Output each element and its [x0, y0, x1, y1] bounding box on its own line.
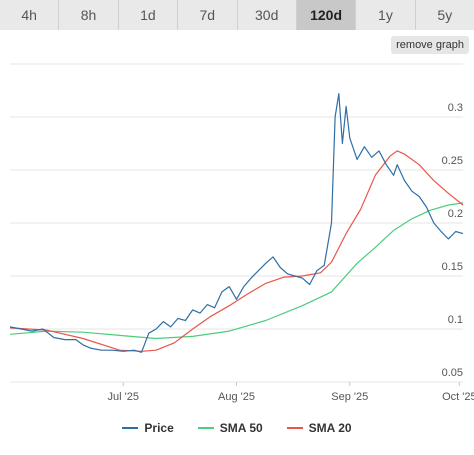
legend-item-price[interactable]: Price [122, 421, 174, 435]
legend-swatch-sma20 [286, 427, 303, 429]
tab-7d[interactable]: 7d [178, 0, 238, 30]
legend-swatch-sma50 [197, 427, 214, 429]
tab-8h[interactable]: 8h [59, 0, 119, 30]
tab-4h[interactable]: 4h [0, 0, 60, 30]
chart-legend: Price SMA 50 SMA 20 [0, 418, 474, 438]
tab-1y[interactable]: 1y [356, 0, 416, 30]
x-tick-label: Aug '25 [218, 391, 255, 403]
series-layer [9, 93, 464, 353]
remove-graph-button[interactable]: remove graph [391, 36, 469, 54]
x-tick-label: Oct '25 [442, 391, 474, 403]
label-layer: 0.05 0.1 0.15 0.2 0.25 0.3 Jul '25 Aug '25 Sep '… [108, 102, 474, 403]
y-tick-label: 0.25 [442, 155, 463, 167]
tab-5y[interactable]: 5y [415, 0, 474, 30]
x-tick-label: Jul '25 [108, 391, 139, 403]
timeframe-tabs: 4h 8h 1d 7d 30d 120d 1y 5y [0, 0, 474, 30]
legend-label-sma20: SMA 20 [308, 421, 352, 435]
tab-120d[interactable]: 120d [296, 0, 357, 30]
tab-1d[interactable]: 1d [118, 0, 179, 30]
legend-item-sma50[interactable]: SMA 50 [197, 421, 263, 435]
series-line-sma50 [9, 202, 464, 340]
tab-30d[interactable]: 30d [237, 0, 297, 30]
legend-label-sma50: SMA 50 [219, 421, 263, 435]
y-tick-label: 0.3 [448, 102, 463, 114]
legend-label-price: Price [144, 421, 174, 435]
series-line-price [9, 93, 464, 353]
legend-item-sma20[interactable]: SMA 20 [286, 421, 352, 435]
series-line-sma20 [9, 150, 464, 352]
y-tick-label: 0.1 [448, 314, 463, 326]
y-tick-label: 0.2 [448, 208, 463, 220]
y-tick-label: 0.15 [442, 261, 463, 273]
y-tick-label: 0.05 [442, 367, 463, 379]
legend-swatch-price [122, 427, 139, 429]
x-tick-label: Sep '25 [331, 391, 368, 403]
grid-layer [10, 63, 463, 386]
